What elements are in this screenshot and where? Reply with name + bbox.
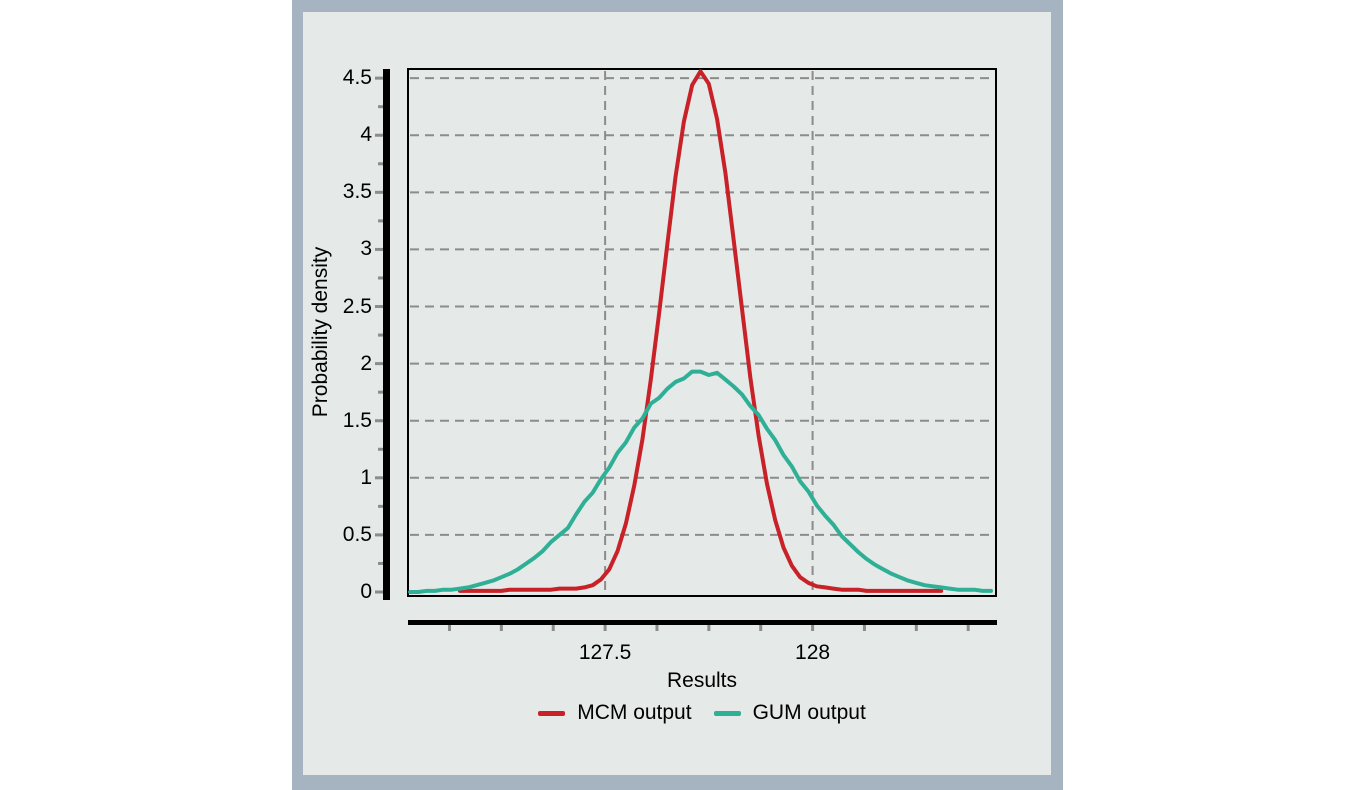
mcm-line-swatch-icon [538, 710, 566, 716]
graph-stage: Probability density 0 0.5 1 1.5 2 2.5 3 … [292, 0, 1063, 790]
legend-item-gum: GUM output [713, 701, 866, 724]
legend-label-gum: GUM output [752, 701, 866, 724]
y-tick-label: 4 [360, 123, 372, 147]
y-tick-label: 4.5 [342, 66, 372, 90]
x-tick-label: 127.5 [578, 641, 632, 664]
x-axis-title: Results [666, 669, 738, 692]
y-tick-label: 2 [360, 351, 372, 375]
y-tick-label: 2.5 [342, 294, 372, 318]
plot-canvas [375, 68, 997, 631]
y-tick-label: 3.5 [342, 180, 372, 204]
y-tick-label: 1 [360, 465, 372, 489]
x-tick-label: 128 [795, 641, 831, 664]
y-tick-label: 1.5 [342, 408, 372, 432]
graph-panel-frame: Probability density 0 0.5 1 1.5 2 2.5 3 … [292, 0, 1063, 790]
y-tick-label: 0.5 [342, 522, 372, 546]
y-tick-label: 3 [360, 237, 372, 261]
graph-panel-background [303, 12, 1051, 775]
y-tick-label: 0 [360, 580, 372, 603]
legend-item-mcm: MCM output [538, 701, 692, 724]
plot-legend: MCM output GUM output [408, 701, 996, 725]
legend-label-mcm: MCM output [577, 701, 692, 724]
gum-line-swatch-icon [713, 710, 741, 716]
